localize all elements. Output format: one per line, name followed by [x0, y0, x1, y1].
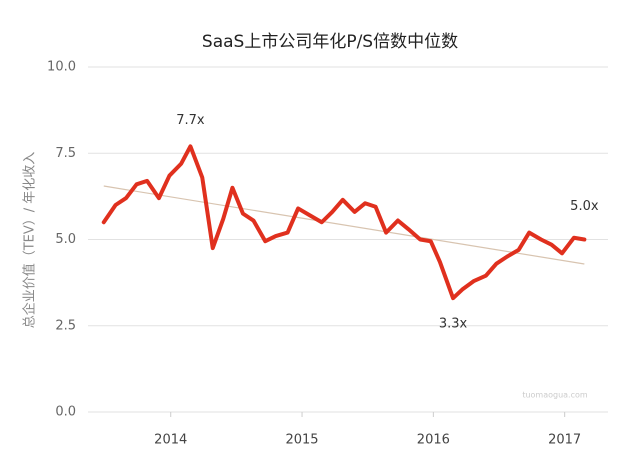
annotation: 3.3x	[439, 317, 468, 332]
annotation: 5.0x	[570, 199, 599, 214]
data-line	[101, 144, 587, 301]
x-tick-label: 2014	[154, 433, 187, 448]
x-tick-label: 2015	[285, 433, 318, 448]
trendline	[103, 185, 585, 265]
x-tick-label: 2016	[417, 433, 450, 448]
y-tick-label: 2.5	[55, 318, 76, 333]
watermark: tuomaogua.com	[522, 391, 588, 400]
annotation: 7.7x	[176, 113, 205, 128]
y-tick-label: 0.0	[55, 405, 76, 420]
y-axis-label: 总企业价值（TEV）/ 年化收入	[22, 152, 38, 329]
y-tick-label: 10.0	[47, 60, 76, 75]
y-tick-label: 5.0	[55, 232, 76, 247]
y-tick-label: 7.5	[55, 146, 76, 161]
x-tick-label: 2017	[548, 433, 581, 448]
chart-title: SaaS上市公司年化P/S倍数中位数	[202, 32, 458, 52]
